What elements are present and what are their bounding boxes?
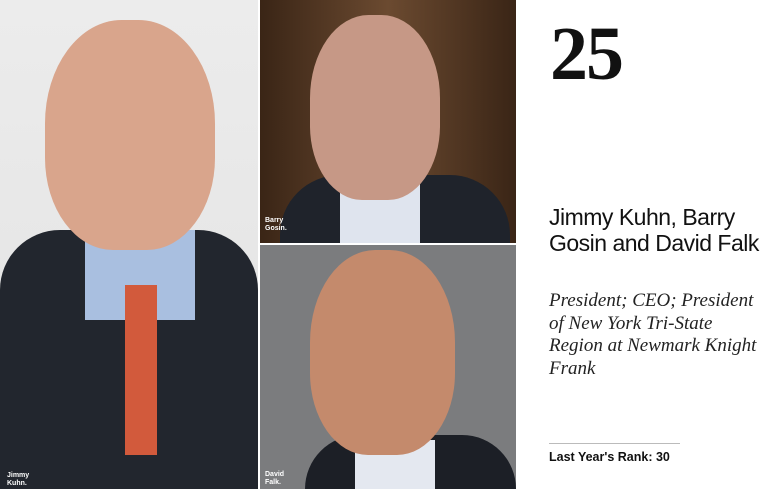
photo-david-falk: David Falk. — [260, 245, 516, 489]
caption-line: Falk. — [265, 479, 281, 486]
divider — [549, 443, 680, 444]
caption-line: Jimmy — [7, 472, 30, 479]
photo-jimmy-kuhn: Jimmy Kuhn. — [0, 0, 258, 489]
photo-caption: David Falk. — [265, 471, 284, 487]
titles-text: President; CEO; President of New York Tr… — [549, 290, 757, 379]
caption-line: David — [265, 471, 285, 478]
names-heading: Jimmy Kuhn, Barry Gosin and David Falk — [549, 204, 759, 256]
photo-barry-gosin: Barry Gosin. — [260, 0, 516, 243]
face-shape — [45, 20, 215, 250]
face-shape — [310, 15, 440, 200]
last-year-rank: Last Year's Rank: 30 — [549, 450, 670, 464]
photo-caption: Jimmy Kuhn. — [7, 472, 29, 488]
photo-caption: Barry Gosin. — [265, 217, 287, 233]
caption-line: Kuhn. — [7, 480, 27, 487]
face-shape — [310, 250, 455, 455]
caption-line: Gosin. — [265, 225, 287, 232]
caption-line: Barry — [265, 217, 284, 224]
rank-number: 25 — [550, 12, 624, 96]
tie-shape — [125, 285, 157, 455]
